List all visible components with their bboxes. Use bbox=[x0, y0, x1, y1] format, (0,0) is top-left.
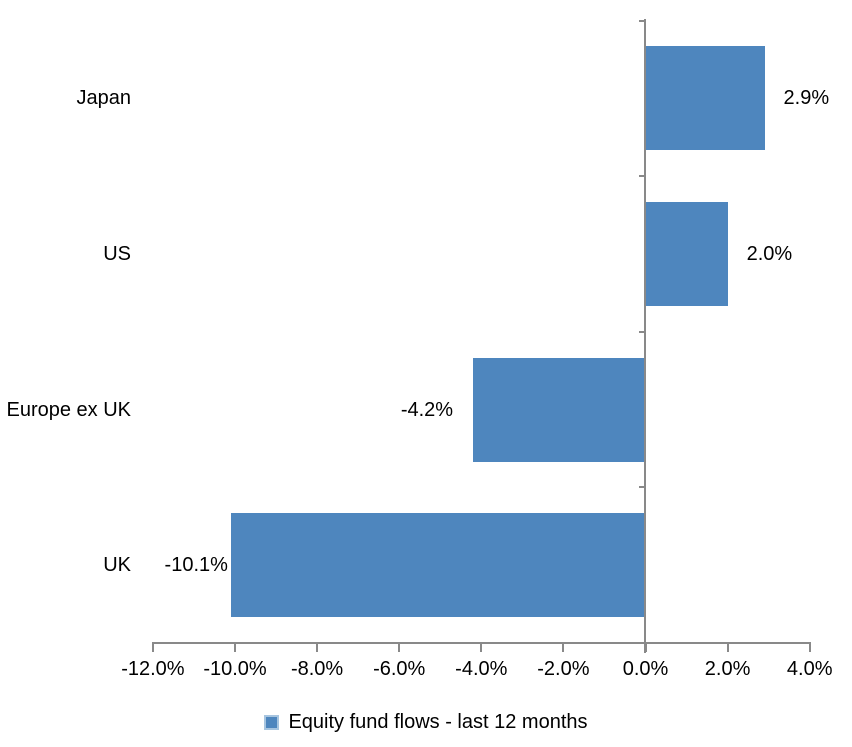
x-tick bbox=[808, 642, 811, 652]
value-label-europe-ex-uk: -4.2% bbox=[400, 398, 454, 421]
x-tick-label: -2.0% bbox=[537, 658, 590, 680]
bar-europe-ex-uk bbox=[473, 357, 646, 462]
bar-japan bbox=[645, 46, 765, 151]
x-tick-label: 4.0% bbox=[786, 658, 833, 680]
category-label-europe-ex-uk: Europe ex UK bbox=[6, 398, 131, 421]
x-tick-label: -12.0% bbox=[121, 658, 185, 680]
value-label-japan: 2.9% bbox=[783, 87, 830, 110]
value-label-uk: -10.1% bbox=[164, 554, 228, 577]
x-tick-label: 2.0% bbox=[704, 658, 751, 680]
x-tick-label: -10.0% bbox=[203, 658, 267, 680]
x-tick bbox=[562, 642, 565, 652]
category-label-us: US bbox=[103, 242, 131, 265]
category-label-japan: Japan bbox=[76, 87, 132, 110]
category-label-uk: UK bbox=[103, 554, 131, 577]
x-tick bbox=[480, 642, 483, 652]
x-tick bbox=[726, 642, 729, 652]
bar-us bbox=[645, 201, 728, 306]
category-tick bbox=[638, 175, 646, 178]
x-tick bbox=[644, 642, 647, 652]
x-tick bbox=[316, 642, 319, 652]
bar-uk bbox=[230, 513, 646, 618]
x-tick bbox=[398, 642, 401, 652]
zero-axis-line bbox=[644, 19, 646, 653]
value-label-us: 2.0% bbox=[746, 242, 793, 265]
x-tick-label: -8.0% bbox=[290, 658, 344, 680]
legend-label: Equity fund flows - last 12 months bbox=[288, 710, 588, 733]
category-tick bbox=[638, 486, 646, 489]
category-tick bbox=[638, 330, 646, 333]
legend-swatch bbox=[264, 714, 280, 730]
x-tick-label: 0.0% bbox=[622, 658, 669, 680]
x-tick bbox=[151, 642, 154, 652]
x-tick bbox=[234, 642, 236, 652]
legend: Equity fund flows - last 12 months bbox=[0, 707, 852, 737]
category-tick bbox=[638, 19, 646, 22]
x-tick-label: -6.0% bbox=[373, 658, 426, 680]
x-tick-label: -4.0% bbox=[455, 658, 508, 680]
